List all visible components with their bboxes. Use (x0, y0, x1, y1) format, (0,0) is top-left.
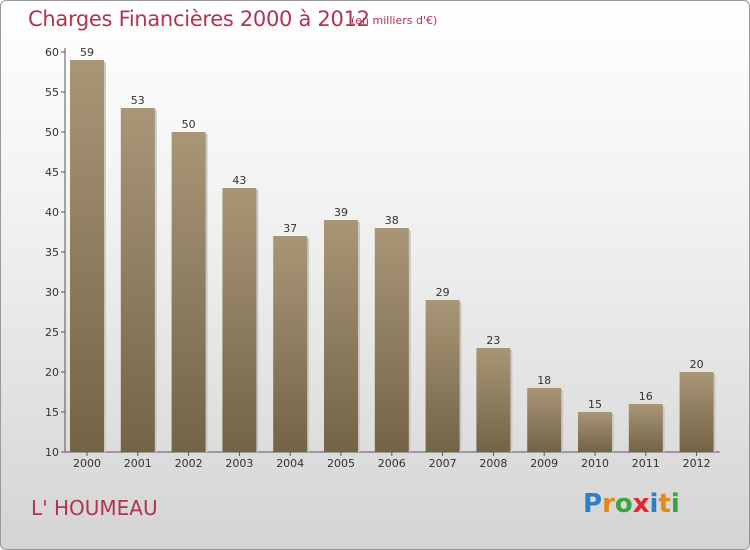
bar (578, 412, 612, 452)
data-label: 59 (80, 46, 94, 59)
x-tick-label: 2005 (327, 457, 355, 470)
bars (70, 60, 716, 452)
data-label: 38 (385, 214, 399, 227)
axes: 10 15 20 25 30 35 40 45 50 55 60 2000 2001 2002 2003 20… (45, 46, 720, 470)
bar (476, 348, 511, 452)
logo-letter: P (583, 489, 603, 519)
x-tick-label: 2000 (73, 457, 101, 470)
bar (171, 132, 206, 452)
data-label: 18 (537, 374, 551, 387)
bar (222, 188, 257, 452)
bar (425, 300, 460, 452)
chart-subtitle: (en milliers d'€) (351, 14, 438, 27)
y-tick-label: 40 (45, 206, 59, 219)
logo-letter: o (614, 489, 633, 519)
data-label: 37 (283, 222, 297, 235)
y-tick-label: 10 (45, 446, 59, 459)
chart-title: Charges Financières 2000 à 2012 (28, 7, 370, 31)
x-tick-label: 2003 (225, 457, 253, 470)
data-label: 15 (588, 398, 602, 411)
x-tick-label: 2002 (175, 457, 203, 470)
x-tick-label: 2011 (632, 457, 660, 470)
bar (324, 220, 358, 452)
y-tick-label: 50 (45, 126, 59, 139)
data-label: 20 (690, 358, 704, 371)
y-tick-label: 15 (45, 406, 59, 419)
data-label: 43 (232, 174, 246, 187)
y-tick-label: 20 (45, 366, 59, 379)
data-label: 53 (131, 94, 145, 107)
bar (527, 388, 562, 452)
proxiti-logo: Proxiti (583, 489, 680, 519)
bar (374, 228, 409, 452)
x-tick-label: 2007 (429, 457, 457, 470)
y-tick-label: 30 (45, 286, 59, 299)
logo-letter: x (632, 489, 650, 519)
bar (120, 108, 155, 452)
logo-letter: i (649, 489, 659, 519)
bar (70, 60, 104, 452)
bar (679, 372, 714, 452)
logo-letter: i (670, 489, 680, 519)
y-tick-label: 35 (45, 246, 59, 259)
data-label: 16 (639, 390, 653, 403)
y-tick-label: 45 (45, 166, 59, 179)
x-tick-label: 2008 (479, 457, 507, 470)
x-tick-label: 2009 (530, 457, 558, 470)
y-tick-label: 55 (45, 86, 59, 99)
x-tick-label: 2012 (683, 457, 711, 470)
y-tick-label: 60 (45, 46, 59, 59)
x-tick-label: 2006 (378, 457, 406, 470)
x-tick-label: 2010 (581, 457, 609, 470)
data-label: 39 (334, 206, 348, 219)
x-tick-label: 2004 (276, 457, 304, 470)
logo-letter: t (658, 489, 671, 519)
y-tick-label: 25 (45, 326, 59, 339)
bar (273, 236, 308, 452)
data-label: 50 (182, 118, 196, 131)
data-labels: 59 53 50 43 37 39 38 29 23 18 15 16 20 (80, 46, 704, 411)
data-label: 29 (436, 286, 450, 299)
data-label: 23 (486, 334, 500, 347)
x-tick-label: 2001 (124, 457, 152, 470)
commune-name: L' HOUMEAU (31, 496, 158, 520)
bar (628, 404, 663, 452)
logo-letter: r (602, 489, 615, 519)
